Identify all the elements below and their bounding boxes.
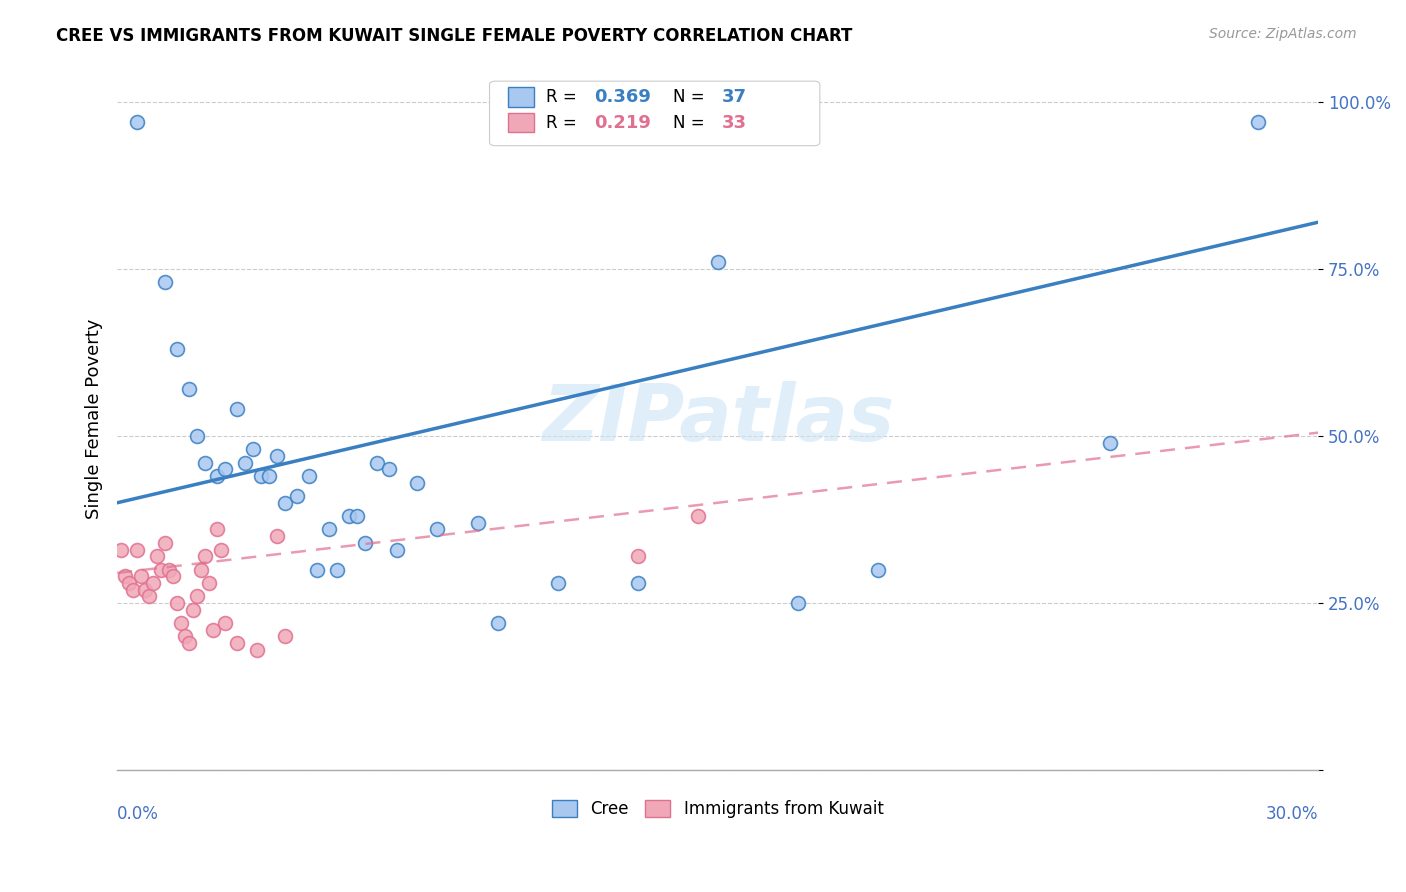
Point bbox=[190, 563, 212, 577]
Point bbox=[198, 576, 221, 591]
Point bbox=[110, 542, 132, 557]
Point bbox=[686, 509, 709, 524]
Point bbox=[166, 596, 188, 610]
Point bbox=[387, 542, 409, 557]
Point bbox=[706, 255, 728, 269]
Point bbox=[226, 636, 249, 650]
Text: R =: R = bbox=[546, 113, 582, 131]
Text: ZIPatlas: ZIPatlas bbox=[541, 381, 894, 458]
Point bbox=[354, 536, 377, 550]
Point bbox=[285, 489, 308, 503]
Point bbox=[194, 549, 217, 564]
Point bbox=[194, 456, 217, 470]
Point bbox=[298, 469, 321, 483]
Point bbox=[134, 582, 156, 597]
Point bbox=[170, 615, 193, 630]
FancyBboxPatch shape bbox=[508, 87, 534, 107]
Text: 0.369: 0.369 bbox=[593, 88, 651, 106]
Point bbox=[866, 563, 889, 577]
Point bbox=[339, 509, 361, 524]
Point bbox=[181, 602, 204, 616]
Point bbox=[366, 456, 388, 470]
Text: 0.0%: 0.0% bbox=[117, 805, 159, 823]
Point bbox=[174, 629, 197, 643]
Point bbox=[246, 642, 269, 657]
Point bbox=[142, 576, 165, 591]
Point bbox=[122, 582, 145, 597]
Text: 33: 33 bbox=[721, 113, 747, 131]
Point bbox=[274, 629, 297, 643]
Point bbox=[547, 576, 569, 591]
Y-axis label: Single Female Poverty: Single Female Poverty bbox=[86, 319, 103, 519]
Point bbox=[242, 442, 264, 457]
Point bbox=[118, 576, 141, 591]
Point bbox=[186, 429, 208, 443]
FancyBboxPatch shape bbox=[489, 81, 820, 145]
Text: CREE VS IMMIGRANTS FROM KUWAIT SINGLE FEMALE POVERTY CORRELATION CHART: CREE VS IMMIGRANTS FROM KUWAIT SINGLE FE… bbox=[56, 27, 852, 45]
Text: R =: R = bbox=[546, 88, 582, 106]
Point bbox=[378, 462, 401, 476]
Point bbox=[209, 542, 232, 557]
Point bbox=[179, 636, 201, 650]
Text: 0.219: 0.219 bbox=[593, 113, 651, 131]
Point bbox=[326, 563, 349, 577]
Point bbox=[1247, 115, 1270, 129]
Legend: Cree, Immigrants from Kuwait: Cree, Immigrants from Kuwait bbox=[546, 793, 890, 825]
Text: N =: N = bbox=[673, 88, 710, 106]
Point bbox=[150, 563, 173, 577]
Point bbox=[146, 549, 169, 564]
Point bbox=[1099, 435, 1122, 450]
Point bbox=[207, 523, 229, 537]
Point bbox=[233, 456, 256, 470]
Point bbox=[486, 615, 509, 630]
Point bbox=[179, 382, 201, 396]
Point bbox=[266, 529, 288, 543]
Point bbox=[426, 523, 449, 537]
Point bbox=[157, 563, 180, 577]
Point bbox=[307, 563, 329, 577]
Text: 30.0%: 30.0% bbox=[1265, 805, 1319, 823]
Text: 37: 37 bbox=[721, 88, 747, 106]
Point bbox=[138, 589, 160, 603]
Point bbox=[214, 462, 236, 476]
Point bbox=[127, 115, 149, 129]
Point bbox=[786, 596, 808, 610]
Point bbox=[207, 469, 229, 483]
Point bbox=[346, 509, 368, 524]
FancyBboxPatch shape bbox=[508, 112, 534, 132]
Point bbox=[186, 589, 208, 603]
Point bbox=[259, 469, 281, 483]
Point bbox=[406, 475, 429, 490]
Point bbox=[318, 523, 340, 537]
Point bbox=[129, 569, 152, 583]
Point bbox=[127, 542, 149, 557]
Point bbox=[274, 496, 297, 510]
Point bbox=[202, 623, 225, 637]
Point bbox=[162, 569, 184, 583]
Point bbox=[214, 615, 236, 630]
Text: N =: N = bbox=[673, 113, 710, 131]
Point bbox=[226, 402, 249, 417]
Point bbox=[114, 569, 136, 583]
Point bbox=[250, 469, 273, 483]
Point bbox=[266, 449, 288, 463]
Point bbox=[467, 516, 489, 530]
Point bbox=[155, 275, 177, 289]
Point bbox=[627, 576, 650, 591]
Point bbox=[627, 549, 650, 564]
Point bbox=[166, 342, 188, 356]
Text: Source: ZipAtlas.com: Source: ZipAtlas.com bbox=[1209, 27, 1357, 41]
Point bbox=[155, 536, 177, 550]
